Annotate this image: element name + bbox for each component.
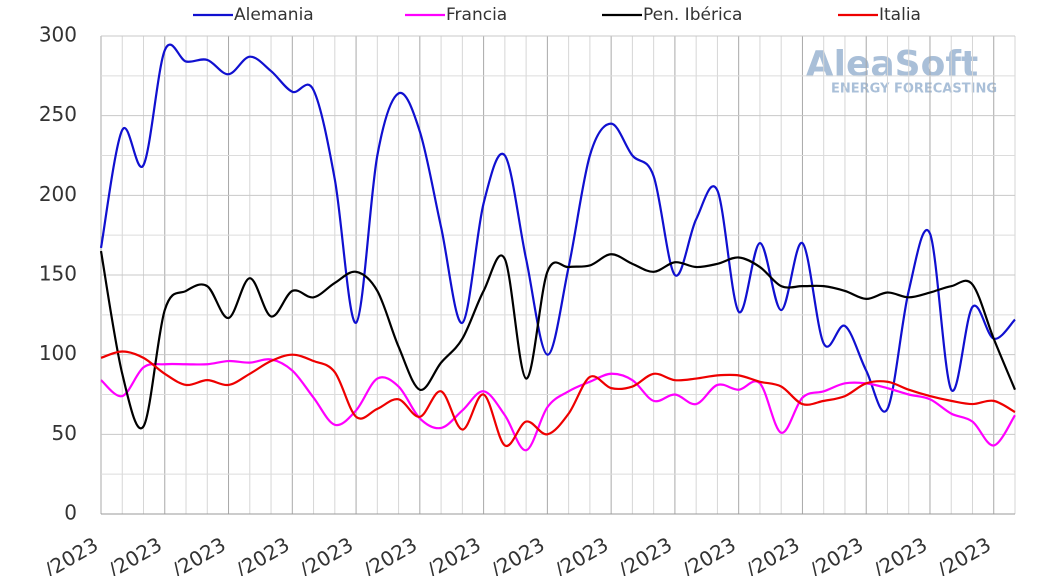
x-tick-label: /2023 [806, 532, 868, 576]
x-tick-label: /2023 [933, 532, 995, 576]
series-line [99, 43, 1016, 413]
watermark-brand: AleaSoft [806, 44, 978, 85]
x-tick-label: /2023 [168, 532, 230, 576]
legend-label: Francia [446, 5, 507, 25]
grid [100, 35, 1016, 515]
x-tick-label: /2023 [742, 532, 804, 576]
series-line [99, 250, 1017, 430]
y-tick-label: 300 [39, 23, 77, 47]
watermark-tagline: ENERGY FORECASTING [831, 82, 997, 97]
x-tick-label: /2023 [423, 532, 485, 576]
series-line [100, 350, 1016, 447]
x-tick-label: /2023 [359, 532, 421, 576]
legend-label: Italia [879, 5, 921, 25]
x-tick-label: /2023 [678, 532, 740, 576]
x-tick-label: /2023 [232, 532, 294, 576]
y-tick-label: 50 [52, 421, 77, 445]
x-tick-label: /2023 [869, 532, 931, 576]
x-tick-label: /2023 [487, 532, 549, 576]
x-tick-label: /2023 [40, 532, 102, 576]
y-tick-label: 200 [39, 182, 77, 206]
legend-label: Alemania [234, 5, 314, 25]
x-tick-label: /2023 [104, 532, 166, 576]
x-tick-label: /2023 [614, 532, 676, 576]
y-tick-label: 100 [39, 341, 77, 365]
y-tick-label: 250 [39, 102, 77, 126]
x-tick-label: /2023 [295, 532, 357, 576]
legend-label: Pen. Ibérica [643, 5, 742, 25]
x-tick-label: /2023 [550, 532, 612, 576]
y-tick-label: 0 [64, 501, 77, 525]
y-tick-label: 150 [39, 262, 77, 286]
